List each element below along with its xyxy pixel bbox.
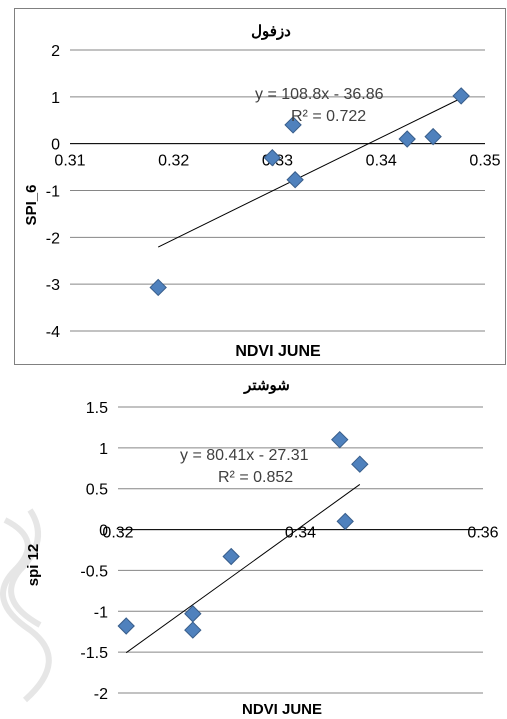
- x-tick-label: 0.35: [469, 153, 500, 170]
- y-axis-label: spi 12: [25, 544, 42, 587]
- data-point: [331, 430, 349, 449]
- data-point: [284, 116, 302, 134]
- y-tick-label: 1.5: [86, 400, 108, 417]
- data-point: [452, 87, 470, 105]
- y-tick-label: -1.5: [80, 645, 108, 662]
- chart-title: دزفول: [251, 23, 291, 40]
- y-tick-label: -1: [46, 184, 60, 201]
- x-tick-label: 0.31: [54, 153, 85, 170]
- data-point: [184, 621, 202, 639]
- data-point: [222, 547, 240, 566]
- data-point: [398, 130, 416, 148]
- x-tick-label: 0.34: [285, 525, 316, 542]
- data-point: [263, 149, 282, 167]
- x-axis-label: NDVI JUNE: [242, 701, 322, 718]
- trend-equation: y = 108.8x - 36.86: [255, 86, 384, 103]
- y-tick-label: 1: [51, 90, 60, 107]
- y-axis-label: SPI_6: [23, 185, 40, 226]
- y-tick-label: -2: [94, 686, 108, 703]
- data-point: [286, 171, 304, 189]
- trendline: [125, 484, 361, 654]
- y-tick-label: -3: [46, 277, 60, 294]
- x-axis-label: NDVI JUNE: [235, 343, 321, 360]
- x-tick-label: 0.32: [102, 525, 133, 542]
- y-tick-labels: 2 1 0 -1 -2 -3 -4: [46, 43, 60, 341]
- y-tick-labels: 1.5 1 0.5 0 -0.5 -1 -1.5 -2: [80, 400, 108, 703]
- y-tick-label: -1: [94, 604, 108, 621]
- chart-dezful: دزفول 210-1-2-3-4 0.310.320.330.340.35 y…: [14, 8, 506, 365]
- y-tick-label: 0: [99, 523, 108, 540]
- x-tick-label: 0.32: [158, 153, 189, 170]
- y-tick-label: 0: [51, 137, 60, 154]
- trend-r2: R² = 0.852: [218, 469, 293, 486]
- y-tick-label: -4: [46, 324, 60, 341]
- y-tick-label: -0.5: [80, 563, 108, 580]
- data-point: [149, 278, 167, 297]
- data-points: [149, 87, 470, 297]
- y-tick-label: 1: [99, 441, 108, 458]
- chart-shushtar: شوشتر 1.510.50-0.5-1-1.5-2 0.32 0.34 0.36 …: [25, 377, 499, 718]
- data-point: [117, 617, 135, 635]
- decorative-watermark: [0, 508, 52, 703]
- trendline: [157, 97, 462, 248]
- trend-r2: R² = 0.722: [291, 108, 366, 125]
- y-tick-label: 2: [51, 43, 60, 60]
- data-point: [351, 455, 369, 473]
- data-points: [117, 430, 369, 639]
- x-tick-label: 0.34: [366, 153, 397, 170]
- x-tick-label: 0.36: [467, 525, 498, 542]
- data-point: [336, 512, 354, 531]
- data-point: [424, 127, 442, 146]
- y-tick-label: 0.5: [86, 482, 108, 499]
- trend-equation: y = 80.41x - 27.31: [180, 447, 309, 464]
- chart-title: شوشتر: [243, 377, 290, 394]
- x-tick-labels: 0.32 0.34 0.36: [102, 525, 498, 542]
- y-tick-label: -2: [46, 230, 60, 247]
- chart-frame: [14, 8, 506, 365]
